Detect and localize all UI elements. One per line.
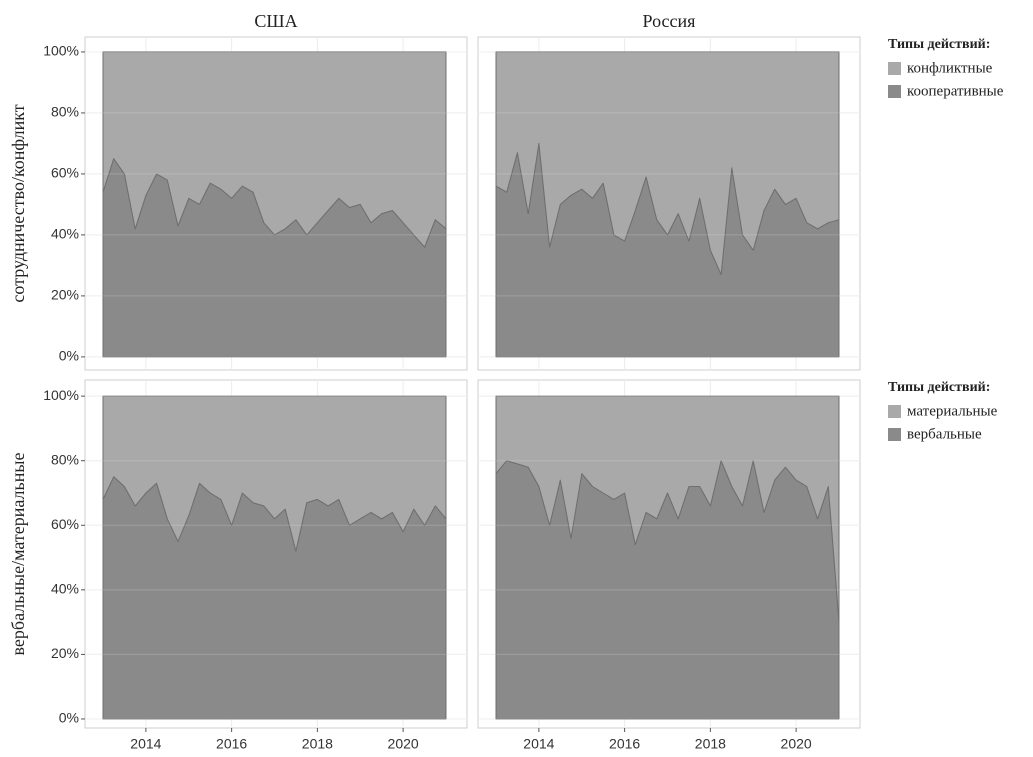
legend-title: Типы действий: <box>888 380 990 395</box>
y-tick-label: 0% <box>59 348 79 364</box>
y-tick-label: 20% <box>51 287 79 303</box>
x-tick-label: 2016 <box>609 736 640 752</box>
y-tick-label: 20% <box>51 645 79 661</box>
x-tick-label: 2020 <box>781 736 812 752</box>
y-tick-label: 60% <box>51 165 79 181</box>
x-tick-label: 2016 <box>216 736 247 752</box>
y-tick-label: 100% <box>43 387 79 403</box>
y-tick-label: 40% <box>51 581 79 597</box>
y-tick-label: 80% <box>51 451 79 467</box>
x-tick-label: 2020 <box>388 736 419 752</box>
x-tick-label: 2018 <box>695 736 726 752</box>
panel-title: США <box>254 11 297 31</box>
x-tick-label: 2014 <box>130 736 161 752</box>
legend-title: Типы действий: <box>888 37 990 52</box>
area <box>102 395 447 552</box>
x-tick-label: 2018 <box>302 736 333 752</box>
x-tick-label: 2014 <box>523 736 554 752</box>
legend-swatch <box>888 62 901 75</box>
legend-swatch <box>888 405 901 418</box>
y-axis-label: сотрудничество/конфликт <box>8 104 28 302</box>
legend-swatch <box>888 428 901 441</box>
y-tick-label: 60% <box>51 516 79 532</box>
y-tick-label: 40% <box>51 226 79 242</box>
panel-title: Россия <box>643 11 696 31</box>
area <box>495 51 840 276</box>
legend-label: конфликтные <box>907 60 993 76</box>
y-tick-label: 100% <box>43 43 79 59</box>
area <box>495 395 840 623</box>
legend-label: кооперативные <box>907 83 1004 99</box>
legend-label: вербальные <box>907 426 982 442</box>
y-tick-label: 0% <box>59 710 79 726</box>
legend-label: материальные <box>907 403 998 419</box>
area <box>102 51 447 248</box>
y-axis-label: вербальные/материальные <box>8 453 28 656</box>
legend-swatch <box>888 85 901 98</box>
y-tick-label: 80% <box>51 104 79 120</box>
